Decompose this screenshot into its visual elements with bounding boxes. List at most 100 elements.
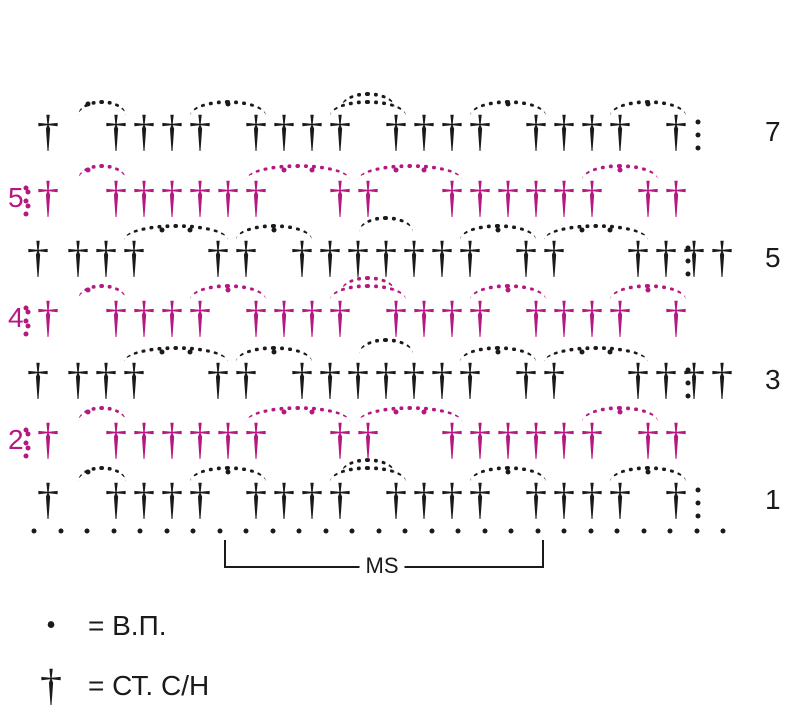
dc-stitch: † [609,478,631,522]
chain-dot [58,529,63,534]
row-number: 2 [8,426,24,454]
chain-dot [376,529,381,534]
chain-dot [86,410,91,415]
chain-dot [668,529,673,534]
dc-stitch: † [329,176,351,220]
dc-stitch: † [27,358,49,402]
dc-stitch: † [385,110,407,154]
dc-stitch: † [553,176,575,220]
dc-stitch: † [459,236,481,280]
dc-stitch: † [189,478,211,522]
dc-stitch: † [235,236,257,280]
dc-stitch: † [469,296,491,340]
chain-dot [394,410,399,415]
dc-stitch: † [497,418,519,462]
dc-stitch: † [217,176,239,220]
dc-stitch: † [525,478,547,522]
legend-text: = В.П. [88,610,167,642]
dc-stitch: † [581,478,603,522]
chain-dot [506,102,511,107]
dc-stitch: † [441,110,463,154]
dc-stitch: † [245,110,267,154]
dc-stitch: † [273,478,295,522]
dc-stitch: † [161,478,183,522]
chain-dot [86,470,91,475]
chain-dot [686,272,691,277]
dc-stitch: † [525,296,547,340]
dc-stitch: † [553,418,575,462]
dc-stitch: † [637,176,659,220]
dc-stitch: † [105,176,127,220]
dc-stitch: † [413,296,435,340]
chain-arc [78,164,126,180]
chain-dot [429,529,434,534]
dc-stitch: † [37,296,59,340]
dc-stitch: † [133,176,155,220]
dc-stitch: † [403,236,425,280]
chain-dot [646,470,651,475]
chain-dot [696,488,701,493]
dc-stitch: † [347,358,369,402]
dc-stitch: † [133,296,155,340]
dc-stitch: † [67,236,89,280]
dc-stitch: † [357,176,379,220]
chain-dot [686,394,691,399]
dc-stitch: † [291,236,313,280]
dc-stitch: † [655,358,677,402]
dc-stitch: † [189,110,211,154]
legend-item: •= В.П. [34,610,167,642]
chain-dot [394,168,399,173]
chain-dot [696,501,701,506]
dc-stitch: † [235,358,257,402]
chain-dot [686,246,691,251]
dc-stitch: † [665,478,687,522]
chain-arc [78,284,126,300]
chain-dot [608,228,613,233]
dc-icon: † [34,664,68,708]
dc-stitch: † [413,110,435,154]
dc-stitch: † [665,418,687,462]
dc-stitch: † [711,358,733,402]
chain-dot [496,350,501,355]
pattern-repeat-label: MS [360,553,405,579]
dc-stitch: † [441,296,463,340]
dc-stitch: † [217,418,239,462]
dc-stitch: † [627,358,649,402]
dc-stitch: † [459,358,481,402]
dc-stitch: † [637,418,659,462]
chain-dot [580,350,585,355]
chain-dot [506,288,511,293]
chain-dot [641,529,646,534]
chain-dot [32,529,37,534]
chain-dot [509,529,514,534]
chain-dot [26,190,31,195]
dc-stitch: † [27,236,49,280]
chain-dot [270,529,275,534]
row-number: 1 [765,486,781,514]
chain-dot [686,381,691,386]
dc-stitch: † [123,236,145,280]
chain-dot [694,529,699,534]
dc-stitch: † [105,296,127,340]
legend-item: †= СТ. С/Н [34,664,209,708]
chain-dot [350,529,355,534]
dc-stitch: † [375,236,397,280]
dc-stitch: † [581,418,603,462]
chain-dot [26,432,31,437]
chain-dot [24,332,29,337]
dc-stitch: † [95,358,117,402]
dc-stitch: † [347,236,369,280]
chain-dot [323,529,328,534]
chain-dot [26,204,31,209]
dc-stitch: † [441,418,463,462]
dc-stitch: † [319,236,341,280]
row-number: 5 [765,244,781,272]
dc-stitch: † [581,110,603,154]
chain-dot [496,228,501,233]
chain-dot [562,529,567,534]
chain-dot [111,529,116,534]
dc-stitch: † [273,110,295,154]
dc-stitch: † [189,296,211,340]
dc-stitch: † [553,478,575,522]
chain-arc [544,346,648,362]
